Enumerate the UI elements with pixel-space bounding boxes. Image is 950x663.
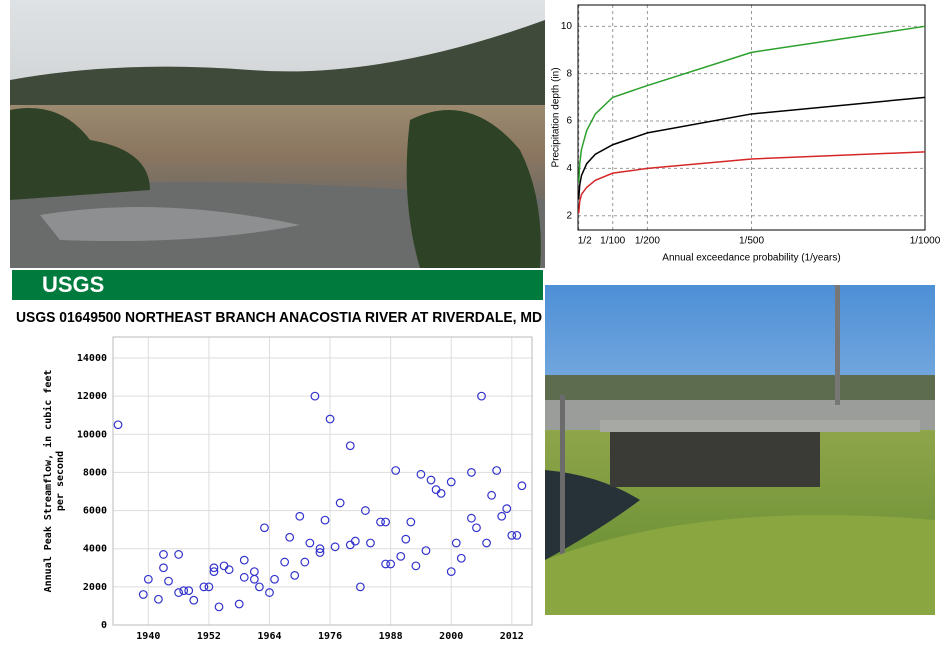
y-tick-label: 8000 (83, 467, 107, 478)
y-axis-label: Precipitation depth (in) (551, 67, 562, 167)
x-tick-label: 1940 (136, 631, 160, 642)
y-tick-label: 12000 (77, 391, 107, 402)
y-tick-label: 8 (566, 68, 572, 79)
y-tick-label: 14000 (77, 353, 107, 364)
y-tick-label: 6000 (83, 506, 107, 517)
y-tick-label: 6 (566, 116, 572, 127)
usgs-logo: USGS (42, 272, 104, 297)
x-tick-label: 1/500 (739, 236, 764, 247)
x-tick-label: 1/100 (600, 236, 625, 247)
y-tick-label: 2000 (83, 582, 107, 593)
x-tick-label: 2000 (439, 631, 463, 642)
precip-panel (548, 0, 940, 268)
y-tick-label: 10000 (77, 429, 107, 440)
x-tick-label: 2012 (500, 631, 524, 642)
y-tick-label: 4 (566, 163, 572, 174)
y-axis-label: per second (55, 451, 66, 511)
y-tick-label: 0 (101, 620, 107, 631)
x-tick-label: 1976 (318, 631, 342, 642)
y-tick-label: 2 (566, 210, 572, 221)
x-tick-label: 1988 (379, 631, 403, 642)
x-tick-label: 1/2 (578, 236, 592, 247)
x-tick-label: 1964 (257, 631, 281, 642)
x-tick-label: 1/200 (635, 236, 660, 247)
collage: 2 4 6 8 10 1/2 1/100 1/200 1/500 1/1000 Annual exc… (0, 0, 950, 658)
y-tick-label: 10 (561, 21, 573, 32)
x-tick-label: 1952 (197, 631, 221, 642)
x-axis-label: Annual exceedance probability (1/years) (662, 253, 840, 264)
chart-title: USGS 01649500 NORTHEAST BRANCH ANACOSTIA… (16, 309, 542, 326)
y-axis-label: Annual Peak Streamflow, in cubic feet (42, 370, 54, 593)
flood-photo (10, 0, 545, 268)
x-tick-label: 1/1000 (910, 236, 941, 247)
y-tick-label: 4000 (83, 544, 107, 555)
bridge-photo (545, 285, 935, 615)
